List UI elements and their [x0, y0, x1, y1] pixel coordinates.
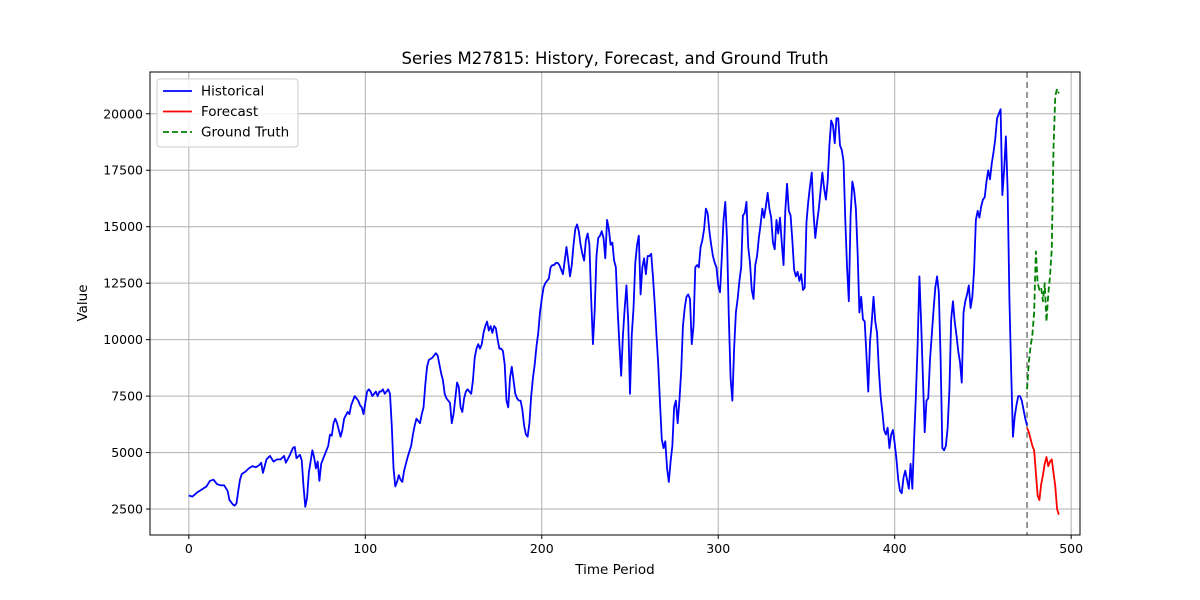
y-tick-label: 15000	[103, 219, 143, 234]
axis-ticks: 0 100 200 300 400 500 2500 5000 7500 10000 12500 15…	[103, 106, 1083, 556]
legend-label: Ground Truth	[201, 125, 289, 141]
legend-label: Historical	[201, 84, 264, 100]
y-tick-label: 5000	[111, 445, 143, 460]
grid	[150, 72, 1080, 535]
series-line-historical	[188, 108, 1028, 508]
y-tick-label: 20000	[103, 106, 143, 121]
series-line-forecast	[1026, 427, 1060, 515]
x-tick-label: 200	[530, 541, 554, 556]
x-tick-label: 100	[353, 541, 377, 556]
y-tick-label: 10000	[103, 332, 143, 347]
plot-area	[188, 72, 1060, 535]
y-tick-label: 17500	[103, 163, 143, 178]
x-tick-label: 300	[706, 541, 730, 556]
series-line-ground-truth	[1026, 88, 1060, 390]
y-tick-label: 7500	[111, 389, 143, 404]
legend-box	[156, 78, 299, 148]
y-axis-label: Value	[75, 284, 91, 321]
plot-frame	[149, 71, 1081, 536]
legend-label: Forecast	[201, 104, 258, 120]
x-tick-label: 500	[1059, 541, 1083, 556]
legend: Historical Forecast Ground Truth	[156, 78, 299, 148]
y-tick-label: 2500	[111, 502, 143, 517]
x-tick-label: 400	[883, 541, 907, 556]
y-tick-label: 12500	[103, 276, 143, 291]
x-axis-label: Time Period	[574, 562, 654, 578]
x-tick-label: 0	[185, 541, 193, 556]
chart-title: Series M27815: History, Forecast, and Gr…	[401, 49, 828, 68]
